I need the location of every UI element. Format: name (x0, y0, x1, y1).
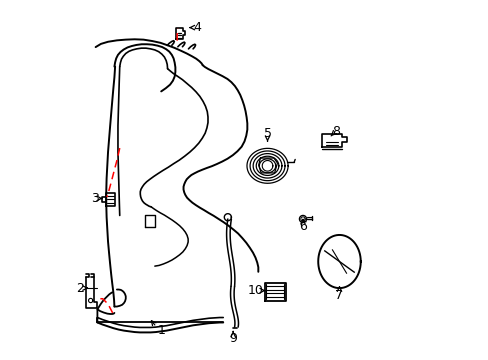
Text: 4: 4 (193, 21, 201, 34)
Text: 2: 2 (76, 282, 83, 294)
Text: 5: 5 (263, 127, 271, 140)
Text: 9: 9 (229, 332, 237, 345)
Text: 7: 7 (335, 289, 343, 302)
Text: 3: 3 (91, 192, 99, 205)
Text: 8: 8 (331, 125, 339, 138)
Text: 10: 10 (247, 284, 263, 297)
Text: 6: 6 (299, 220, 306, 233)
Text: 1: 1 (157, 324, 165, 337)
